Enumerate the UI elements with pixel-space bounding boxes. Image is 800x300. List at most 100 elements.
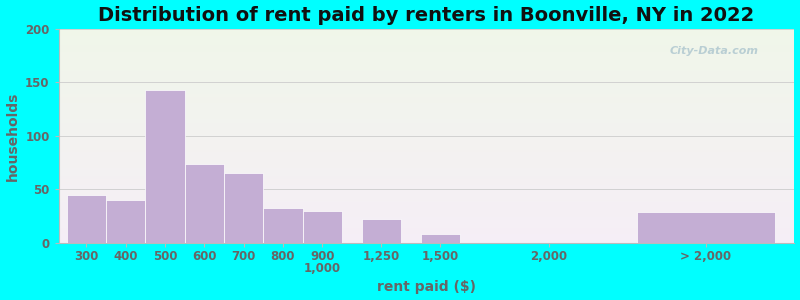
Bar: [66, 195, 106, 243]
Bar: [58, 109, 794, 110]
Bar: [58, 105, 794, 106]
Bar: [58, 140, 794, 141]
Bar: [362, 219, 401, 243]
Bar: [58, 58, 794, 59]
Bar: [58, 158, 794, 160]
Bar: [58, 87, 794, 88]
Bar: [58, 141, 794, 142]
Bar: [58, 115, 794, 116]
Bar: [58, 225, 794, 226]
Bar: [58, 68, 794, 70]
Bar: [58, 183, 794, 184]
Bar: [58, 163, 794, 164]
Bar: [58, 219, 794, 220]
Bar: [58, 146, 794, 147]
Bar: [58, 209, 794, 210]
Bar: [58, 210, 794, 211]
Bar: [58, 117, 794, 118]
Bar: [58, 200, 794, 201]
Bar: [58, 119, 794, 120]
Bar: [58, 231, 794, 232]
Bar: [58, 216, 794, 217]
Bar: [58, 169, 794, 170]
Bar: [58, 221, 794, 223]
Bar: [58, 96, 794, 98]
Bar: [58, 52, 794, 53]
Bar: [58, 95, 794, 96]
Bar: [58, 57, 794, 58]
Bar: [58, 142, 794, 143]
Bar: [58, 107, 794, 108]
Bar: [58, 116, 794, 117]
Bar: [58, 145, 794, 146]
Bar: [58, 78, 794, 79]
X-axis label: rent paid ($): rent paid ($): [377, 280, 476, 294]
Title: Distribution of rent paid by renters in Boonville, NY in 2022: Distribution of rent paid by renters in …: [98, 6, 754, 25]
Bar: [58, 80, 794, 81]
Bar: [58, 177, 794, 178]
Bar: [421, 234, 460, 243]
Bar: [58, 126, 794, 128]
Bar: [58, 62, 794, 63]
Bar: [58, 56, 794, 57]
Bar: [58, 82, 794, 83]
Bar: [58, 60, 794, 61]
Bar: [58, 40, 794, 41]
Bar: [58, 31, 794, 32]
Bar: [58, 215, 794, 216]
Bar: [58, 184, 794, 185]
Bar: [58, 98, 794, 100]
Bar: [58, 179, 794, 180]
Bar: [58, 234, 794, 236]
Bar: [58, 185, 794, 186]
Bar: [58, 112, 794, 113]
Bar: [58, 197, 794, 198]
Bar: [58, 123, 794, 124]
Bar: [58, 170, 794, 171]
Bar: [58, 207, 794, 208]
Bar: [58, 133, 794, 134]
Bar: [58, 172, 794, 173]
Bar: [58, 130, 794, 132]
Bar: [58, 77, 794, 78]
Bar: [58, 44, 794, 45]
Bar: [58, 38, 794, 40]
Bar: [58, 83, 794, 85]
Bar: [58, 48, 794, 49]
Bar: [58, 132, 794, 133]
Bar: [58, 111, 794, 112]
Bar: [58, 232, 794, 233]
Bar: [58, 106, 794, 107]
Bar: [58, 154, 794, 155]
Bar: [58, 208, 794, 209]
Bar: [58, 72, 794, 73]
Bar: [58, 214, 794, 215]
Bar: [58, 143, 794, 145]
Bar: [58, 178, 794, 179]
Bar: [58, 34, 794, 35]
Bar: [58, 187, 794, 188]
Bar: [58, 136, 794, 137]
Bar: [58, 189, 794, 190]
Y-axis label: households: households: [6, 91, 19, 181]
Bar: [58, 139, 794, 140]
Bar: [58, 155, 794, 156]
Bar: [58, 100, 794, 102]
Bar: [58, 64, 794, 65]
Bar: [58, 152, 794, 153]
Bar: [58, 89, 794, 90]
Bar: [58, 188, 794, 189]
Bar: [58, 79, 794, 80]
Bar: [58, 180, 794, 181]
Bar: [58, 199, 794, 200]
Bar: [58, 198, 794, 199]
Bar: [58, 134, 794, 135]
Bar: [58, 55, 794, 56]
Bar: [58, 85, 794, 86]
Bar: [58, 36, 794, 38]
Bar: [146, 90, 185, 243]
Bar: [58, 50, 794, 51]
Bar: [58, 241, 794, 242]
Bar: [58, 213, 794, 214]
Bar: [58, 85, 794, 87]
